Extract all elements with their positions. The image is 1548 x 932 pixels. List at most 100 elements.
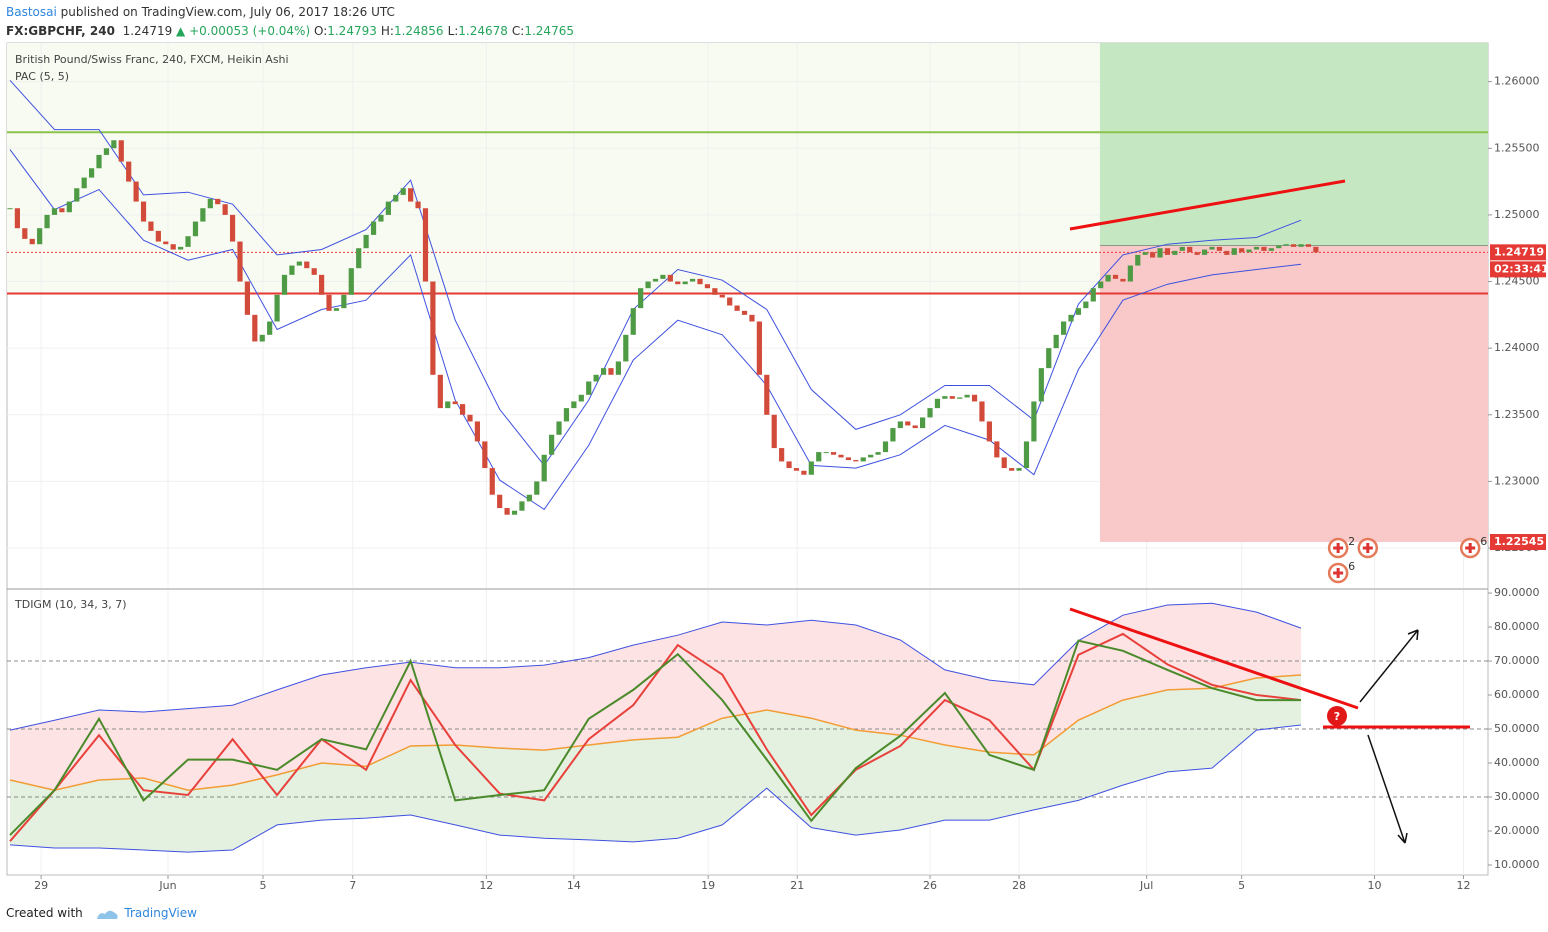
candle-body (200, 208, 206, 222)
candle-body (459, 404, 466, 415)
candle-body (1053, 334, 1059, 349)
y-tick-label: 1.23500 (1494, 408, 1540, 421)
candle-body (215, 198, 221, 205)
candle-body (1068, 314, 1074, 322)
lower-band (9, 724, 1302, 853)
candle-body (526, 494, 532, 502)
y-tick-label: 10.0000 (1494, 858, 1540, 871)
candle-body (111, 140, 117, 149)
candle-body (578, 394, 584, 402)
question-icon[interactable] (1327, 706, 1347, 726)
candle-body (1090, 288, 1096, 302)
candle-body (244, 281, 250, 315)
candle-body (949, 396, 955, 399)
candle-body (660, 274, 666, 279)
candle-body (140, 201, 147, 222)
candle-body (964, 394, 970, 398)
candle-body (638, 288, 644, 309)
candle-body (14, 208, 20, 229)
arrow-head (1407, 629, 1419, 641)
candle-body (422, 208, 429, 282)
indicator-title: PAC (5, 5) (15, 70, 69, 83)
ohlc-value: 1.24793 (327, 24, 377, 38)
candle-body (37, 228, 43, 245)
candle-body (1157, 248, 1163, 258)
author[interactable]: Bastosai (6, 5, 57, 19)
trend-line (1069, 607, 1359, 710)
candle-body (823, 452, 829, 454)
candle-body (348, 268, 354, 295)
x-tick-label: Jun (158, 879, 176, 892)
candle-body (734, 305, 740, 311)
candle-body (1164, 248, 1171, 255)
candle-body (830, 452, 837, 455)
brand[interactable]: TradingView (124, 906, 197, 920)
candle-body (341, 294, 347, 309)
candle-body (148, 221, 154, 231)
candle-body (118, 140, 124, 162)
indicator-panel (7, 590, 1488, 875)
candle-body (445, 401, 451, 409)
candle-body (1046, 348, 1052, 369)
candle-body (645, 281, 651, 289)
arrow-head (1397, 832, 1408, 844)
stop-tag: 1.22545 (1494, 535, 1544, 548)
candle-body (890, 428, 896, 442)
candle-body (1291, 244, 1297, 247)
candle-body (957, 397, 963, 399)
candle-body (1179, 246, 1185, 251)
candle-body (719, 294, 725, 298)
candle-body (1098, 281, 1104, 289)
ohlc-label: L: (447, 24, 459, 38)
candle-body (1246, 249, 1252, 253)
candle-body (1023, 441, 1030, 469)
header: Bastosai published on TradingView.com, J… (6, 3, 578, 41)
publish-line: Bastosai published on TradingView.com, J… (6, 3, 578, 22)
candle-body (296, 261, 302, 266)
candle-body (1031, 401, 1037, 442)
candle-body (22, 228, 28, 239)
candle-body (630, 308, 636, 335)
candle-body (29, 238, 35, 245)
x-tick-label: Jul (1139, 879, 1153, 892)
ohlc-label: C: (511, 24, 525, 38)
main-title: British Pound/Swiss Franc, 240, FXCM, He… (15, 53, 289, 66)
candle-body (741, 310, 748, 315)
x-tick-label: 10 (1367, 879, 1381, 892)
candle-body (319, 274, 325, 295)
candle-body (207, 198, 213, 209)
candle-body (1112, 274, 1119, 279)
candle-body (356, 248, 362, 269)
candle-body (1001, 457, 1007, 469)
stop-tag-box (1490, 534, 1546, 551)
candle-body (534, 481, 540, 495)
candle-body (1239, 248, 1245, 253)
candle-body (1261, 246, 1267, 251)
stop-zone (1099, 245, 1488, 543)
candle-body (1201, 249, 1208, 255)
ohlc-label: H: (380, 24, 394, 38)
x-tick-label: 5 (259, 879, 266, 892)
candle-body (1268, 248, 1274, 251)
candle-body (838, 454, 844, 458)
countdown: 02:33:41 (1494, 262, 1548, 275)
candle-body (801, 470, 807, 475)
candle-body (905, 421, 911, 426)
candle-body (333, 308, 340, 311)
event-count: 6 (1480, 535, 1487, 548)
candle-body (1150, 252, 1156, 258)
candle-body (1216, 246, 1222, 251)
candle-body (467, 414, 473, 422)
candle-body (1060, 321, 1067, 335)
candle-body (229, 214, 236, 242)
candle-body (363, 234, 369, 249)
candle-body (667, 274, 673, 282)
symbol: FX:GBPCHF, 240 (6, 24, 115, 38)
candle-body (845, 457, 852, 461)
candle-body (920, 417, 926, 429)
x-tick-label: 29 (34, 879, 48, 892)
candle-body (155, 230, 161, 242)
candle-body (408, 188, 414, 202)
event-glyph (1333, 568, 1344, 578)
arrow (1367, 734, 1406, 844)
